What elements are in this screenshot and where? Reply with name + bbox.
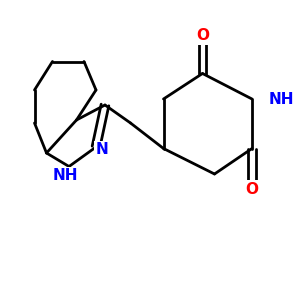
Text: N: N xyxy=(96,142,108,158)
Text: NH: NH xyxy=(53,168,78,183)
Text: O: O xyxy=(196,28,209,44)
Text: O: O xyxy=(245,182,259,196)
Text: NH: NH xyxy=(268,92,294,106)
